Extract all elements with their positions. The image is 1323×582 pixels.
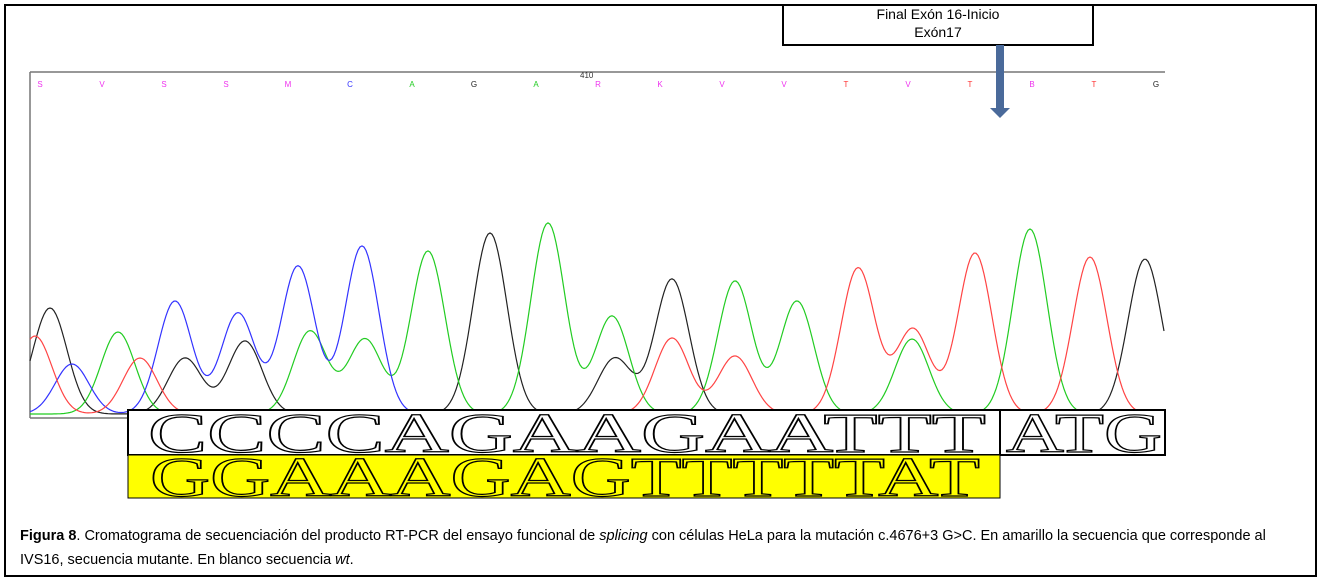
caption-label: Figura 8 [20, 528, 76, 544]
base-call: V [781, 80, 787, 89]
arrow-shaft [996, 45, 1004, 110]
caption-text: . Cromatograma de secuenciación del prod… [76, 528, 599, 544]
base-call: S [161, 80, 166, 89]
base-call: G [1153, 80, 1159, 89]
base-call: V [99, 80, 105, 89]
base-call: R [595, 80, 601, 89]
base-call: G [471, 80, 477, 89]
base-call: A [533, 80, 539, 89]
base-call: S [37, 80, 42, 89]
base-call: C [347, 80, 353, 89]
trace [30, 253, 1164, 414]
base-call: S [223, 80, 228, 89]
trace [30, 233, 1164, 414]
trace [30, 223, 1164, 414]
base-call: K [657, 80, 663, 89]
wt-sequence-exon17: ATG [1006, 403, 1162, 465]
base-call: B [1029, 80, 1034, 89]
base-call: V [719, 80, 725, 89]
chromatogram: S V S S M C A G A R K V V T V T B T G 410 Final Exón 16-In… [0, 0, 1323, 520]
position-label: 410 [580, 71, 594, 80]
caption-italic: splicing [599, 528, 647, 544]
base-call: T [968, 80, 973, 89]
mutant-sequence: GGAAAGAGTTTTTAT [150, 447, 980, 509]
callout-line: Exón17 [914, 24, 962, 40]
caption-text: . [350, 552, 354, 568]
base-call: A [409, 80, 415, 89]
base-call: V [905, 80, 911, 89]
base-call: T [844, 80, 849, 89]
base-call: M [285, 80, 292, 89]
callout-line: Final Exón 16-Inicio [877, 6, 1000, 22]
base-call: T [1092, 80, 1097, 89]
traces [30, 223, 1164, 414]
caption: Figura 8. Cromatograma de secuenciación … [20, 524, 1310, 572]
page: S V S S M C A G A R K V V T V T B T G 410 Final Exón 16-In… [0, 0, 1323, 582]
caption-italic: wt [335, 552, 350, 568]
arrow-head [990, 108, 1010, 118]
